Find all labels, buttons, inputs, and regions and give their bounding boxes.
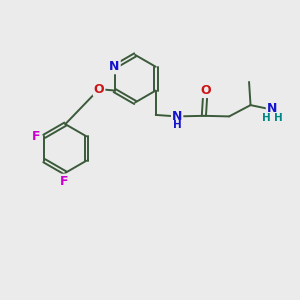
Text: H: H [262, 113, 271, 124]
Text: H: H [173, 120, 182, 130]
Text: H: H [274, 113, 283, 124]
Text: O: O [94, 82, 104, 96]
Text: N: N [110, 60, 120, 73]
Text: N: N [267, 103, 277, 116]
Text: O: O [200, 84, 211, 97]
Text: F: F [60, 175, 68, 188]
Text: F: F [32, 130, 40, 143]
Text: N: N [172, 110, 182, 123]
